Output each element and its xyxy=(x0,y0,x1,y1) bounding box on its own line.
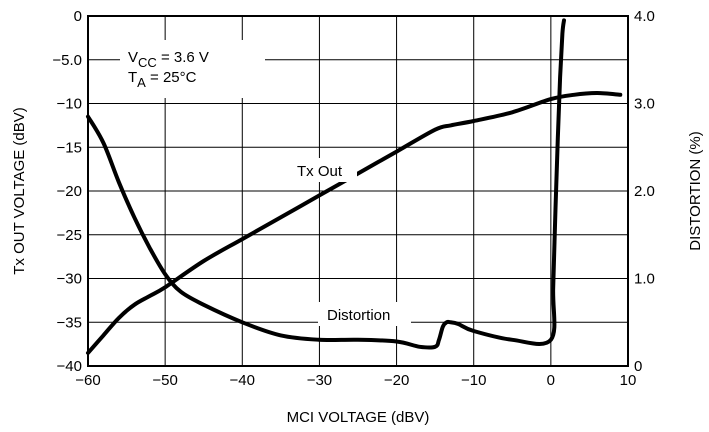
ta-value: = 25°C xyxy=(146,69,197,86)
vcc-subscript: CC xyxy=(138,55,157,70)
right-axis-label: DISTORTION (%) xyxy=(687,131,704,250)
series-layer xyxy=(86,18,623,355)
left-tick-label: −15 xyxy=(57,139,82,156)
right-tick-label: 0 xyxy=(634,358,642,375)
distortion-line xyxy=(86,18,566,350)
left-axis-label: Tx OUT VOLTAGE (dBV) xyxy=(11,107,28,275)
x-tick-label: −40 xyxy=(230,372,255,389)
right-tick-label: 3.0 xyxy=(634,96,655,113)
tx-out-series-label: Tx Out xyxy=(297,163,343,180)
vcc-annotation: VCC = 3.6 V xyxy=(128,49,209,70)
distortion-label-bg xyxy=(318,302,411,326)
x-tick-label: 0 xyxy=(547,372,555,389)
ta-annotation: TA = 25°C xyxy=(128,69,197,90)
distortion-series-label: Distortion xyxy=(327,307,390,324)
tx-out-line xyxy=(86,91,623,355)
left-tick-label: −10 xyxy=(57,96,82,113)
x-tick-label: −20 xyxy=(384,372,409,389)
conditions-box xyxy=(120,40,265,98)
left-tick-label: −5.0 xyxy=(52,52,82,69)
left-tick-label: −25 xyxy=(57,227,82,244)
ta-subscript: A xyxy=(137,75,146,90)
x-tick-labels: −60 −50 −40 −30 −20 −10 0 10 xyxy=(75,372,636,389)
x-tick-label: −10 xyxy=(461,372,486,389)
right-tick-label: 4.0 xyxy=(634,8,655,25)
tx-out-label-bg xyxy=(291,158,357,182)
x-tick-label: −50 xyxy=(152,372,177,389)
vcc-value: = 3.6 V xyxy=(157,49,209,66)
x-tick-label: −60 xyxy=(75,372,100,389)
left-tick-label: −35 xyxy=(57,314,82,331)
left-tick-label: −30 xyxy=(57,271,82,288)
plot-frame xyxy=(87,15,629,367)
x-axis-label: MCI VOLTAGE (dBV) xyxy=(287,409,430,426)
right-tick-label: 1.0 xyxy=(634,271,655,288)
left-tick-label: −40 xyxy=(57,358,82,375)
ta-prefix: T xyxy=(128,69,137,86)
vcc-prefix: V xyxy=(128,49,138,66)
left-tick-label: 0 xyxy=(74,8,82,25)
x-tick-label: 10 xyxy=(620,372,637,389)
left-tick-labels: 0 −5.0 −10 −15 −20 −25 −30 −35 −40 xyxy=(52,8,82,375)
x-tick-label: −30 xyxy=(307,372,332,389)
right-tick-labels: 4.0 3.0 2.0 1.0 0 xyxy=(634,8,655,375)
right-tick-label: 2.0 xyxy=(634,183,655,200)
left-tick-label: −20 xyxy=(57,183,82,200)
